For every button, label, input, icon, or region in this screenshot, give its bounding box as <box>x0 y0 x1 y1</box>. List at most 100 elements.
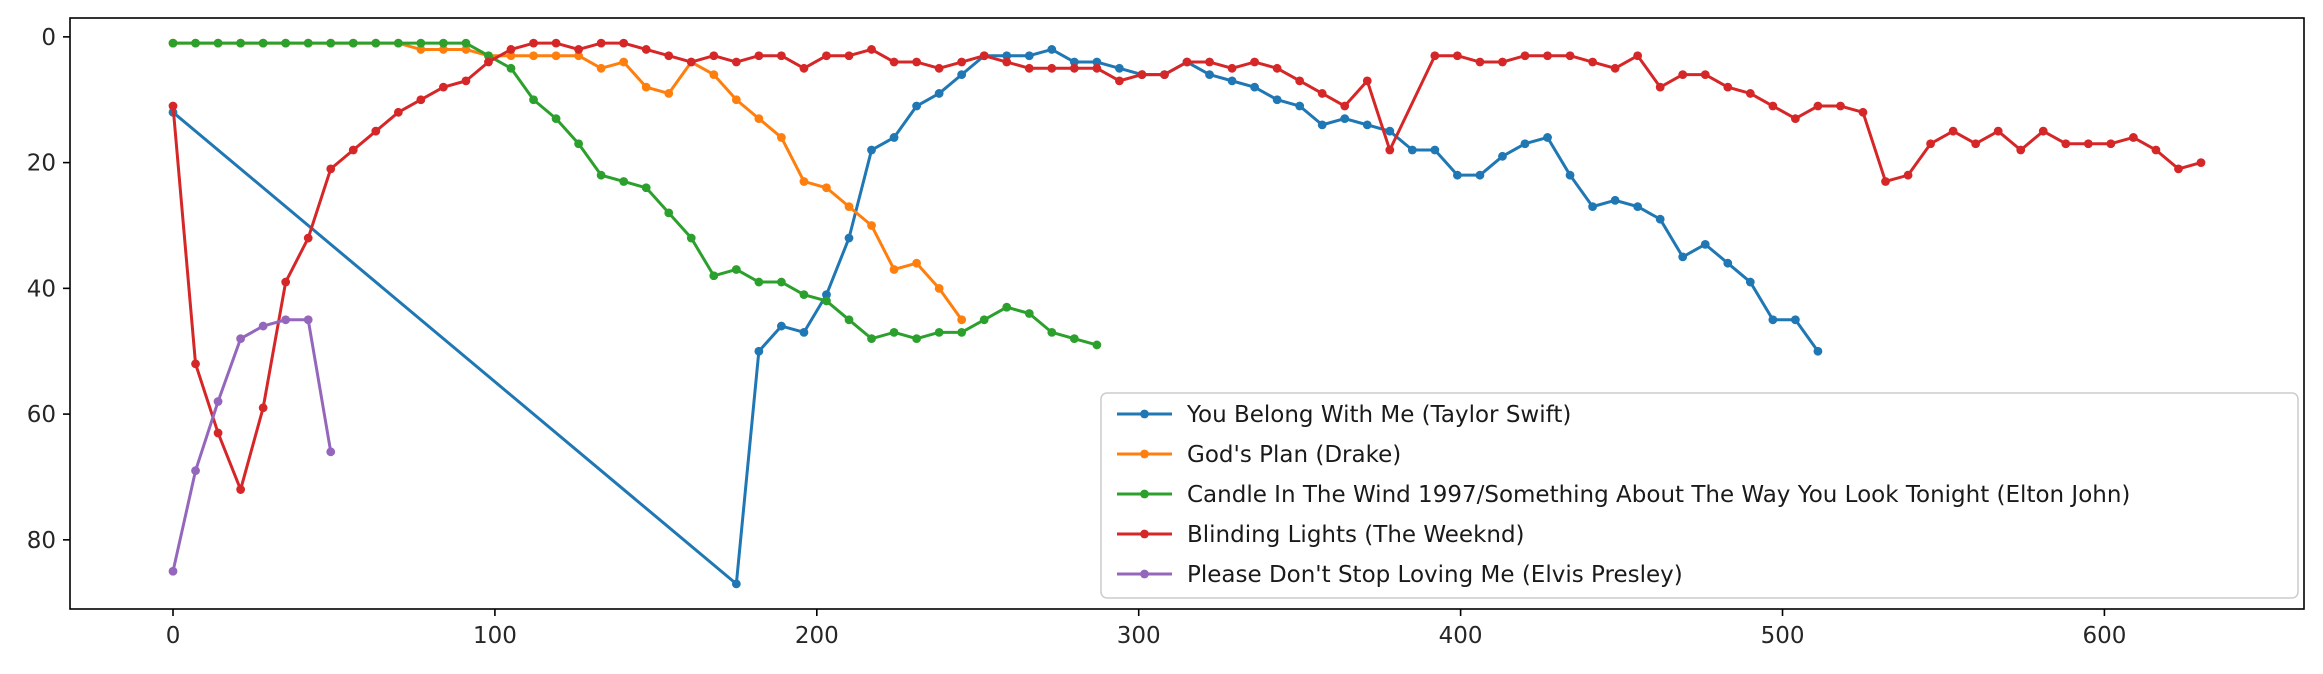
data-point <box>191 359 200 369</box>
legend: You Belong With Me (Taylor Swift) God's P… <box>1100 392 2299 599</box>
data-point <box>596 63 606 73</box>
data-point <box>1813 346 1823 356</box>
data-point <box>912 334 921 344</box>
data-point <box>529 38 538 48</box>
data-point <box>1475 57 1485 67</box>
legend-label: You Belong With Me (Taylor Swift) <box>1186 402 1571 428</box>
data-point <box>1092 340 1102 350</box>
data-point <box>957 70 967 79</box>
x-tick-label: 600 <box>2082 623 2126 649</box>
data-point <box>596 38 606 48</box>
data-point <box>371 38 381 48</box>
data-point <box>416 45 426 54</box>
data-point <box>754 114 764 123</box>
data-point <box>1317 120 1327 130</box>
legend-marker <box>1140 489 1149 499</box>
x-tick-label: 400 <box>1439 623 1483 649</box>
data-point <box>641 45 651 54</box>
data-point <box>326 38 336 48</box>
data-point <box>1295 76 1305 86</box>
data-point <box>258 403 268 413</box>
data-point <box>754 346 764 356</box>
data-point <box>754 51 764 61</box>
data-point <box>1926 139 1935 149</box>
data-point <box>1047 63 1057 73</box>
data-point <box>416 95 426 105</box>
data-point <box>979 315 989 325</box>
data-point <box>1069 63 1079 73</box>
y-axis: 0 20 40 60 80 <box>27 25 70 554</box>
x-axis: 0 100 200 300 400 500 600 <box>166 609 2126 649</box>
data-point <box>416 38 426 48</box>
data-point <box>1565 170 1575 180</box>
data-point <box>844 51 854 61</box>
data-point <box>236 334 246 344</box>
legend-item-1: God's Plan (Drake) <box>1117 442 1401 468</box>
data-point <box>213 428 223 438</box>
data-point <box>777 277 786 287</box>
data-point <box>934 327 944 337</box>
data-point <box>934 283 944 293</box>
data-point <box>1745 89 1755 98</box>
data-point <box>799 290 809 300</box>
legend-item-2: Candle In The Wind 1997/Something About … <box>1117 482 2130 508</box>
data-point <box>1362 120 1372 130</box>
data-point <box>506 63 516 73</box>
data-point <box>1069 334 1079 344</box>
data-point <box>1520 139 1530 149</box>
data-point <box>1002 302 1012 312</box>
data-point <box>844 233 854 243</box>
data-point <box>168 101 178 111</box>
data-point <box>1024 51 1034 61</box>
legend-label: God's Plan (Drake) <box>1187 442 1401 468</box>
data-point <box>439 38 448 48</box>
data-point <box>2106 139 2116 149</box>
data-point <box>1340 114 1350 123</box>
data-point <box>484 51 493 61</box>
legend-item-0: You Belong With Me (Taylor Swift) <box>1117 402 1571 428</box>
data-point <box>574 51 584 61</box>
data-point <box>1948 126 1958 136</box>
data-point <box>912 101 921 111</box>
data-point <box>1295 101 1305 111</box>
data-point <box>1700 239 1710 249</box>
data-point <box>799 327 809 337</box>
data-point <box>1317 89 1327 98</box>
data-point <box>1069 57 1079 67</box>
data-point <box>2083 139 2093 149</box>
data-point <box>686 233 696 243</box>
data-point <box>934 89 944 98</box>
data-point <box>1993 126 2003 136</box>
data-point <box>1723 82 1733 92</box>
data-point <box>1790 114 1800 123</box>
data-point <box>1543 51 1552 61</box>
data-point <box>1971 139 1981 149</box>
data-point <box>619 177 629 186</box>
data-point <box>461 45 471 54</box>
data-point <box>1024 309 1034 318</box>
data-point <box>844 202 854 212</box>
data-point <box>281 277 291 287</box>
data-point <box>664 89 674 98</box>
data-point <box>1385 126 1395 136</box>
data-point <box>889 265 899 274</box>
data-point <box>889 57 899 67</box>
data-point <box>1903 170 1913 180</box>
data-point <box>1024 63 1034 73</box>
data-point <box>867 145 876 155</box>
data-point <box>1137 70 1147 79</box>
data-point <box>326 447 336 457</box>
legend-label: Candle In The Wind 1997/Something About … <box>1187 482 2130 508</box>
y-tick-label: 80 <box>27 528 56 554</box>
data-point <box>1768 315 1778 325</box>
series-2 <box>168 38 1102 350</box>
data-point <box>213 397 223 406</box>
data-point <box>506 45 516 54</box>
data-point <box>1520 51 1530 61</box>
data-point <box>551 38 561 48</box>
data-point <box>2016 145 2026 155</box>
data-point <box>2061 139 2071 149</box>
data-point <box>191 38 200 48</box>
data-point <box>258 38 268 48</box>
data-point <box>213 38 223 48</box>
